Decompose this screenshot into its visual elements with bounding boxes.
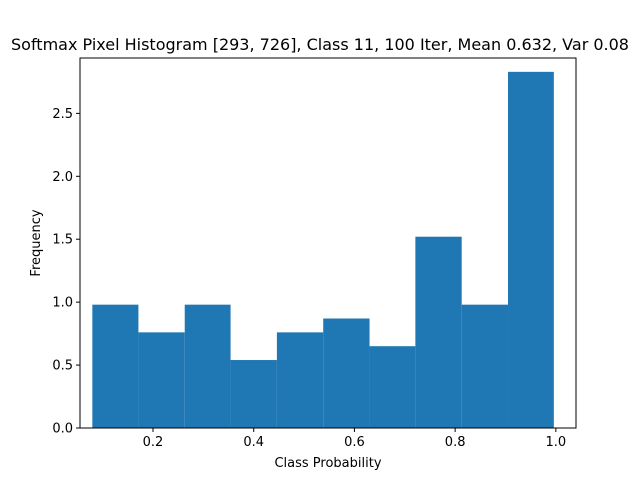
x-axis-ticks: 0.2 0.4 0.6 0.8 1.0 — [143, 428, 567, 450]
x-tick-label: 0.4 — [243, 435, 264, 450]
y-tick-label: 2.5 — [52, 107, 73, 122]
y-tick-label: 1.0 — [52, 296, 73, 311]
histogram-bar-4 — [230, 360, 277, 428]
plot-frame — [79, 57, 577, 429]
histogram-bar-5 — [276, 332, 324, 428]
histogram-bar-9 — [461, 304, 509, 428]
histogram-bar-10 — [508, 71, 554, 428]
histogram-bar-7 — [369, 346, 416, 428]
y-axis-ticks: 0.0 0.5 1.0 1.5 2.0 2.5 — [52, 107, 80, 437]
x-tick-label: 1.0 — [546, 435, 567, 450]
histogram-bars — [92, 71, 554, 428]
x-tick-label: 0.2 — [143, 435, 164, 450]
y-tick-label: 0.0 — [52, 422, 73, 437]
histogram-bar-6 — [323, 318, 370, 428]
histogram-bar-3 — [184, 304, 231, 428]
x-tick-label: 0.8 — [445, 435, 466, 450]
histogram-bar-1 — [92, 304, 139, 428]
y-tick-label: 1.5 — [52, 233, 73, 248]
x-axis-label: Class Probability — [274, 456, 381, 471]
chart-title: Softmax Pixel Histogram [293, 726], Clas… — [11, 35, 629, 54]
x-tick-label: 0.6 — [344, 435, 365, 450]
y-tick-label: 2.0 — [52, 170, 73, 185]
histogram-bar-8 — [415, 236, 462, 428]
y-axis-label: Frequency — [29, 209, 44, 276]
y-tick-label: 0.5 — [52, 359, 73, 374]
histogram-bar-2 — [138, 332, 185, 428]
